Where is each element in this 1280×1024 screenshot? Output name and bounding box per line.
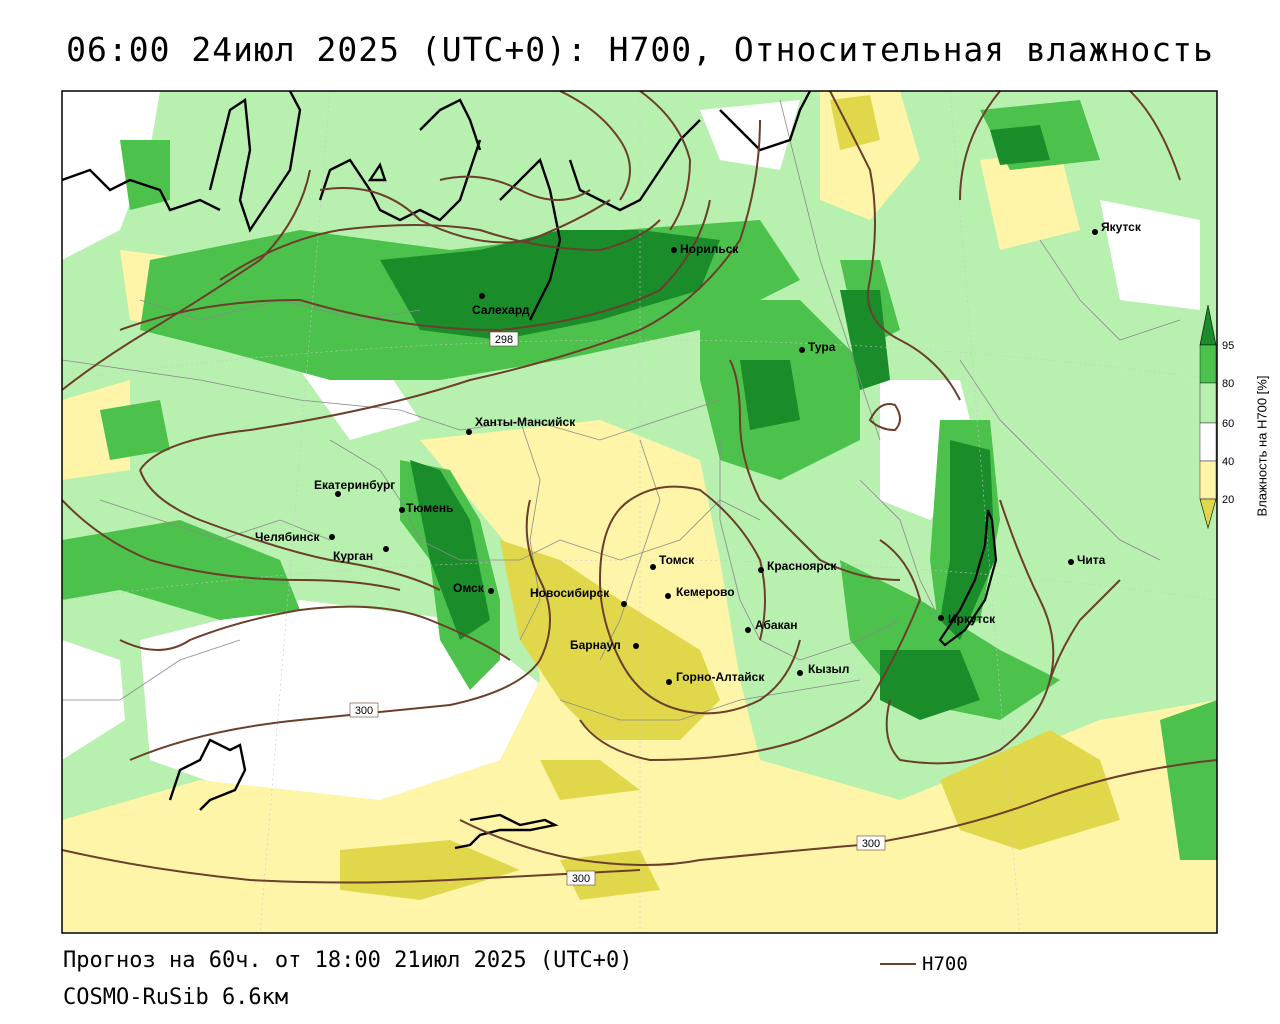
colorbar-bottom-arrow [1199, 498, 1217, 530]
city-label: Тюмень [406, 501, 453, 515]
colorbar-tick: 60 [1222, 418, 1234, 430]
isoline-labels: 298 300 300 300 [349, 331, 886, 886]
colorbar-tick: 80 [1222, 378, 1234, 390]
city-label: Челябинск [255, 530, 320, 544]
city-dot [621, 601, 627, 607]
city-dot [479, 293, 485, 299]
map-frame [61, 90, 1218, 934]
city-dot [335, 491, 341, 497]
isoline-label: 300 [572, 873, 590, 885]
city-label: Курган [333, 549, 373, 563]
city-label: Кызыл [808, 662, 849, 676]
lake-baikal [938, 509, 998, 647]
city-dot [671, 247, 677, 253]
city-dot [1092, 229, 1098, 235]
city-label: Новосибирск [530, 586, 610, 600]
city-label: Чита [1077, 553, 1106, 567]
colorbar-40 [1199, 460, 1217, 500]
model-caption: COSMO-RuSib 6.6км [63, 985, 289, 1010]
city-label: Норильск [680, 242, 739, 256]
city-label: Томск [659, 553, 695, 567]
colorbar-title: Влажность на H700 [%] [1254, 375, 1270, 517]
isoline-legend: H700 [880, 953, 968, 975]
region-borders [62, 99, 1181, 721]
city-dot [1068, 559, 1074, 565]
city-label: Абакан [755, 618, 798, 632]
colorbar-95 [1199, 344, 1217, 384]
city-dot [466, 429, 472, 435]
colorbar-tick: 20 [1222, 494, 1234, 506]
city-dot [329, 534, 335, 540]
colorbar-80 [1199, 382, 1217, 424]
city-dot [650, 564, 656, 570]
graticule [62, 91, 1217, 933]
city-dot [399, 507, 405, 513]
isoline-label: 298 [495, 334, 513, 346]
city-label: Екатеринбург [314, 478, 395, 492]
city-label: Тура [808, 340, 836, 354]
h700-isolines [62, 91, 1217, 884]
isoline-legend-label: H700 [922, 953, 968, 975]
city-dot [633, 643, 639, 649]
forecast-caption: Прогноз на 60ч. от 18:00 21июл 2025 (UTC… [63, 948, 633, 973]
city-dot [758, 567, 764, 573]
city-label: Красноярск [767, 559, 837, 573]
isoline-label: 300 [862, 838, 880, 850]
isoline-label: 300 [355, 705, 373, 717]
city-dot [938, 615, 944, 621]
map-title: 06:00 24июл 2025 (UTC+0): H700, Относите… [66, 30, 1214, 69]
city-label: Якутск [1101, 220, 1142, 234]
city-dot [666, 679, 672, 685]
humidity-field [62, 91, 1217, 933]
city-dot [797, 670, 803, 676]
city-label: Барнаул [570, 638, 621, 652]
colorbar-tick: 40 [1222, 456, 1234, 468]
city-label: Салехард [472, 303, 530, 317]
colorbar-tick: 95 [1222, 340, 1234, 352]
isoline-legend-swatch [880, 963, 916, 965]
coastlines [62, 91, 812, 850]
city-label: Иркутск [948, 612, 996, 626]
city-dot [383, 546, 389, 552]
colorbar-60 [1199, 422, 1217, 462]
city-dot [799, 347, 805, 353]
city-label: Кемерово [676, 585, 735, 599]
cities: Якутск Норильск Салехард Тура Ханты-Манс… [255, 220, 1142, 685]
city-label: Горно-Алтайск [676, 670, 765, 684]
city-dot [745, 627, 751, 633]
city-dot [665, 593, 671, 599]
city-label: Ханты-Мансийск [475, 415, 576, 429]
city-dot [488, 588, 494, 594]
colorbar: 95 80 60 40 20 [1199, 304, 1234, 530]
city-label: Омск [453, 581, 485, 595]
